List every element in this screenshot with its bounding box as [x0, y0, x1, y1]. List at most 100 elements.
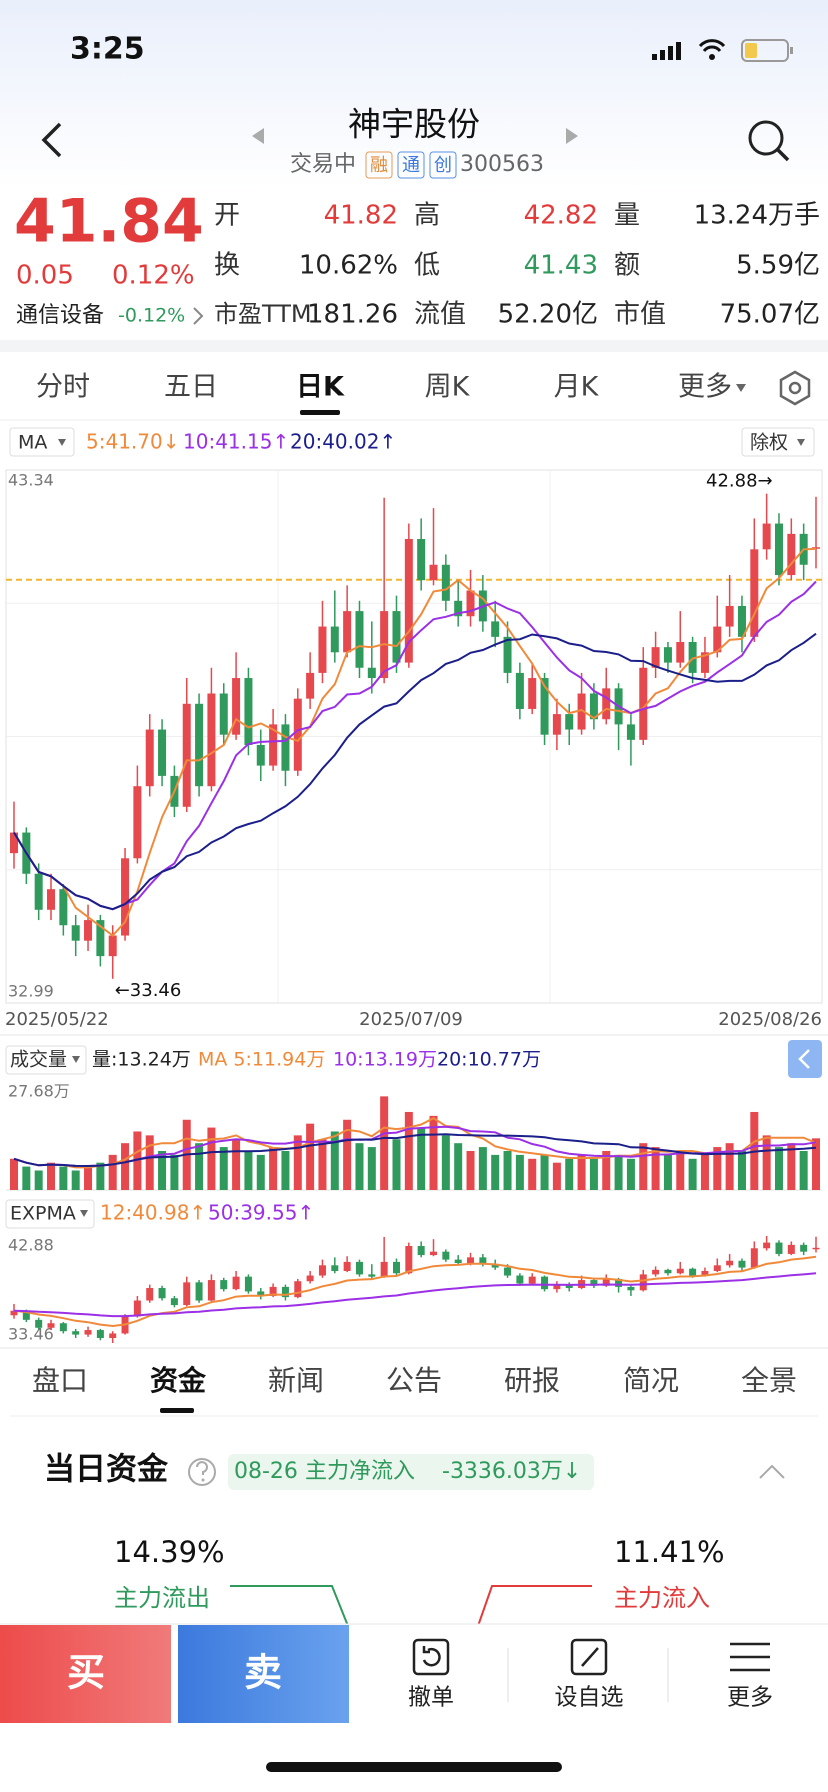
candle-body	[627, 1286, 635, 1291]
buy-button[interactable]	[0, 1625, 171, 1723]
more-actions[interactable]: 更多	[727, 1685, 773, 1711]
net-pill	[228, 1454, 594, 1490]
cancel-order[interactable]: 撤单	[408, 1685, 454, 1711]
volume-bar	[528, 1158, 537, 1190]
kline-chart: 32.99 43.34 42.88→ ←33.46	[5, 469, 823, 1004]
candle-body	[430, 1251, 438, 1256]
candle-body	[738, 1260, 746, 1268]
sell-button[interactable]	[178, 1625, 349, 1723]
period-tab[interactable]: 五日	[164, 372, 218, 403]
prev-stock[interactable]	[252, 128, 264, 144]
info-tab[interactable]: 简况	[623, 1364, 679, 1397]
volume-bar	[774, 1147, 783, 1190]
badge: 创	[434, 155, 452, 176]
adjust-select[interactable]	[741, 427, 815, 457]
candle-body	[442, 1251, 450, 1260]
expma-title: EXPMA	[10, 1203, 76, 1225]
candle-body	[368, 1274, 376, 1277]
badge: 融	[370, 155, 388, 176]
dropdown-arrow	[72, 1056, 80, 1063]
settings-button[interactable]	[779, 370, 811, 406]
out-label: 主力流出	[114, 1584, 210, 1612]
candle-body	[195, 1282, 203, 1301]
candle-body	[108, 935, 117, 957]
candle-body	[602, 688, 611, 720]
volume-bar	[195, 1143, 204, 1190]
volume-bar	[121, 1143, 130, 1190]
volume-bar	[812, 1138, 820, 1190]
dropdown-arrow	[80, 1210, 88, 1217]
info-tab[interactable]: 研报	[504, 1364, 560, 1397]
volume-bar	[404, 1111, 413, 1190]
expma-select[interactable]	[5, 1199, 95, 1229]
candle-body	[293, 698, 302, 771]
tab-underline	[300, 410, 340, 415]
add-watchlist[interactable]: 设自选	[555, 1685, 624, 1711]
info-tab[interactable]: 新闻	[268, 1364, 324, 1397]
back-button[interactable]	[41, 122, 62, 158]
candle-body	[491, 621, 500, 637]
collapse-arrow[interactable]	[759, 1464, 785, 1479]
candle-body	[145, 729, 154, 787]
volume-bar	[380, 1096, 389, 1190]
info-tab[interactable]: 盘口	[32, 1364, 88, 1397]
fund-date: 08-26	[234, 1459, 298, 1484]
period-tab[interactable]: 更多	[678, 372, 732, 403]
collapse-button[interactable]	[788, 1040, 822, 1078]
ema12-line	[13, 1255, 817, 1328]
candle-body	[466, 590, 475, 617]
candle-body	[71, 925, 80, 941]
help-icon[interactable]	[188, 1458, 216, 1486]
volume-bar	[787, 1143, 796, 1190]
period-tab[interactable]: 周K	[425, 372, 471, 403]
ma-select[interactable]	[9, 427, 75, 457]
candle-body	[750, 1248, 758, 1268]
candle-body	[775, 1242, 783, 1254]
field-label: 额	[614, 251, 640, 281]
tab-underline	[160, 1408, 194, 1413]
candle-body	[10, 832, 18, 854]
change: 0.05	[16, 261, 74, 291]
volume-bar	[145, 1135, 154, 1190]
trade-status: 交易中	[290, 152, 356, 177]
top-bg	[0, 0, 828, 190]
volume-bar	[281, 1150, 290, 1190]
out-pct: 14.39%	[114, 1535, 225, 1569]
candle-body	[737, 605, 746, 637]
volume-bar	[737, 1150, 746, 1190]
candle-body	[232, 1276, 240, 1290]
info-tab[interactable]: 全景	[741, 1364, 797, 1397]
volume-bar	[676, 1150, 685, 1190]
search-button[interactable]	[748, 120, 790, 162]
in-leader	[477, 1585, 592, 1627]
volume-bar	[108, 1154, 117, 1190]
info-tab[interactable]: 公告	[386, 1364, 442, 1397]
candle-body	[331, 1265, 339, 1271]
period-tab[interactable]: 月K	[554, 372, 600, 403]
candle-body	[701, 1270, 709, 1276]
volume-bar	[47, 1162, 56, 1190]
info-tab[interactable]: 资金	[150, 1364, 207, 1397]
candle-body	[219, 693, 228, 735]
volume-bar	[602, 1150, 611, 1190]
candle-body	[664, 1269, 672, 1274]
volume-bar	[22, 1166, 31, 1190]
candle-body	[713, 1265, 721, 1271]
candle-body	[441, 564, 450, 601]
volume-bar	[651, 1147, 660, 1190]
period-tab[interactable]: 分时	[36, 372, 90, 403]
home-indicator	[266, 1762, 562, 1772]
candle-body	[343, 1261, 351, 1271]
candle-body	[676, 642, 685, 663]
candle-body	[454, 1259, 462, 1264]
divider	[0, 340, 828, 352]
candle-body	[528, 678, 537, 709]
candle-body	[244, 1276, 252, 1292]
sector-arrow[interactable]	[193, 307, 204, 325]
next-stock[interactable]	[566, 128, 578, 144]
candle-body	[306, 672, 315, 699]
volume-select[interactable]	[5, 1045, 87, 1075]
candle-body	[651, 647, 660, 668]
period-tab[interactable]: 日K	[296, 372, 345, 403]
candle-body	[800, 1244, 808, 1252]
